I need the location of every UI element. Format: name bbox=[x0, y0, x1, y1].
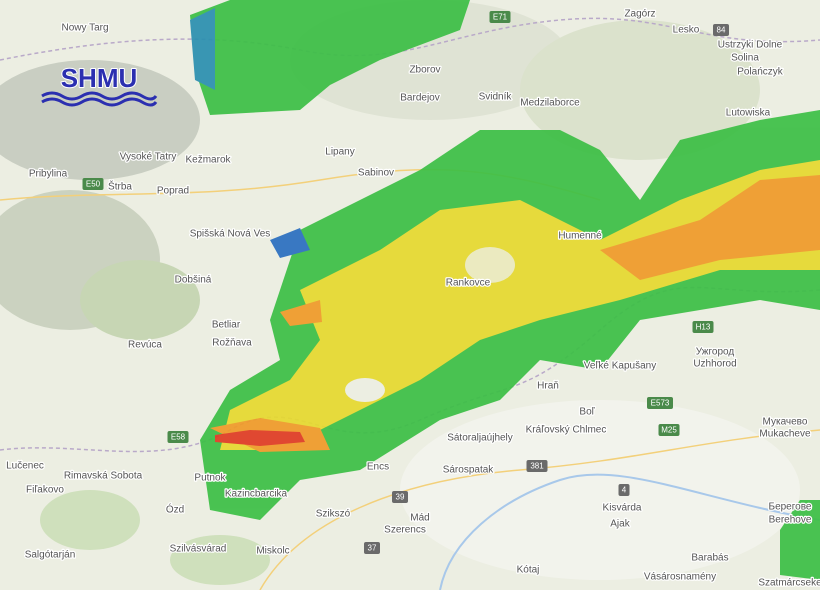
road-label: 37 bbox=[368, 544, 377, 553]
place-label: Mukacheve bbox=[759, 429, 811, 440]
place-label: Pribylina bbox=[29, 169, 68, 180]
place-label: Spišská Nová Ves bbox=[190, 229, 271, 240]
place-label: Rožňava bbox=[212, 338, 252, 349]
road-sign bbox=[364, 542, 380, 554]
place-label: Vysoké Tatry bbox=[120, 152, 177, 163]
place-label: Poprad bbox=[157, 186, 189, 197]
place-label: Dobšiná bbox=[175, 275, 212, 286]
place-label: Betliar bbox=[212, 320, 241, 331]
place-label: Veľké Kapušany bbox=[584, 361, 656, 372]
labels: Nowy Targ Vysoké Tatry Kežmarok Poprad Štrba… bbox=[5, 7, 820, 590]
road-label: E71 bbox=[493, 13, 508, 22]
place-label: Uzhhorod bbox=[693, 359, 736, 370]
place-label: Szilvásvárad bbox=[170, 544, 227, 555]
place-label: Szerencs bbox=[384, 525, 426, 536]
logo-text: SHMU bbox=[61, 63, 138, 93]
place-label: Rankovce bbox=[446, 278, 491, 289]
road-label: E50 bbox=[86, 180, 101, 189]
place-label: Sárospatak bbox=[443, 465, 495, 476]
place-label: Ужгород bbox=[696, 347, 735, 358]
road-label: 84 bbox=[717, 26, 726, 35]
place-label: Zagórz bbox=[624, 9, 655, 20]
place-label: Kisvárda bbox=[603, 503, 642, 514]
place-label: Sabinov bbox=[358, 168, 394, 179]
place-label: Hraň bbox=[537, 381, 559, 392]
place-label: Encs bbox=[367, 462, 389, 473]
road-sign bbox=[392, 491, 408, 503]
place-label: Kráľovský Chlmec bbox=[526, 425, 607, 436]
place-label: Lipany bbox=[325, 147, 354, 158]
place-label: Fiľakovo bbox=[26, 485, 64, 496]
place-label: Берегове bbox=[769, 502, 812, 513]
road-sign bbox=[692, 321, 714, 333]
place-label: Medzilaborce bbox=[520, 98, 580, 109]
road-label: 4 bbox=[622, 486, 627, 495]
place-label: Štrba bbox=[108, 180, 132, 193]
road-sign bbox=[658, 424, 680, 436]
place-label: Kežmarok bbox=[185, 155, 231, 166]
place-label: Rimavská Sobota bbox=[64, 471, 143, 482]
place-label: Sátoraljaújhely bbox=[447, 433, 513, 444]
place-label: Barabás bbox=[691, 553, 728, 564]
road-sign bbox=[82, 178, 104, 190]
place-label: Vásárosnamény bbox=[644, 572, 716, 583]
road-sign bbox=[526, 460, 548, 472]
road-label: H13 bbox=[696, 323, 711, 332]
place-label: Putnok bbox=[194, 473, 226, 484]
place-label: Boľ bbox=[579, 407, 595, 418]
place-label: Lutowiska bbox=[726, 108, 771, 119]
road-sign bbox=[713, 24, 729, 36]
place-label: Bardejov bbox=[400, 93, 439, 104]
road-label: 381 bbox=[530, 462, 544, 471]
place-label: Lučenec bbox=[6, 461, 44, 472]
place-label: Kótaj bbox=[517, 565, 540, 576]
radar-overlay bbox=[190, 0, 820, 580]
place-label: Salgótarján bbox=[25, 550, 76, 561]
place-label: Polańczyk bbox=[737, 67, 784, 78]
road-label: M25 bbox=[661, 426, 677, 435]
place-label: Svidník bbox=[479, 92, 513, 103]
place-label: Nowy Targ bbox=[61, 23, 108, 34]
place-label: Solina bbox=[731, 53, 759, 64]
place-label: Lesko bbox=[673, 25, 700, 36]
place-label: Berehove bbox=[769, 515, 812, 526]
place-label: Ajak bbox=[610, 519, 630, 530]
place-label: Zborov bbox=[409, 65, 440, 76]
road-sign bbox=[167, 431, 189, 443]
place-label: Kazincbarcika bbox=[225, 489, 288, 500]
place-label: Мукачево bbox=[763, 417, 808, 428]
logo: SHMU bbox=[41, 62, 158, 107]
place-label: Mád bbox=[410, 513, 429, 524]
road-label: E573 bbox=[651, 399, 670, 408]
place-label: Szikszó bbox=[316, 509, 351, 520]
road-label: E58 bbox=[171, 433, 186, 442]
road-label: 39 bbox=[396, 493, 405, 502]
place-label: Revúca bbox=[128, 340, 162, 351]
place-label: Humenné bbox=[558, 231, 602, 242]
place-label: Ózd bbox=[166, 503, 184, 516]
road-sign bbox=[647, 397, 673, 409]
road-sign bbox=[618, 484, 630, 496]
road-sign bbox=[489, 11, 511, 23]
place-label: Ustrzyki Dolne bbox=[718, 40, 783, 51]
place-label: Szatmárcseke bbox=[758, 578, 820, 589]
place-label: Miskolc bbox=[256, 546, 289, 557]
